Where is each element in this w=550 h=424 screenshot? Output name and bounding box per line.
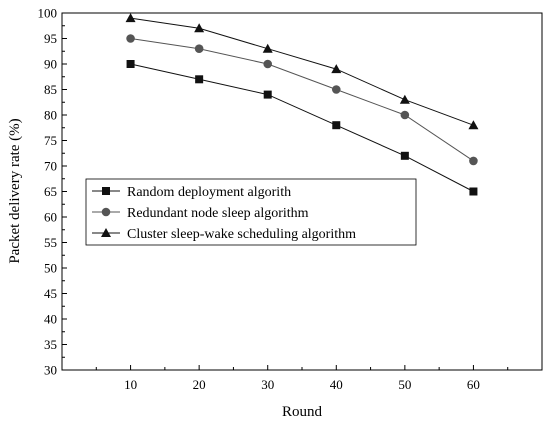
y-tick-label: 100 [38, 6, 58, 21]
series-line [130, 63, 474, 192]
series-line [130, 38, 474, 162]
x-tick-label: 30 [261, 377, 274, 392]
y-tick-label: 85 [44, 82, 57, 97]
legend-item: Cluster sleep-wake scheduling algorithm [92, 227, 356, 242]
y-tick-label: 60 [44, 210, 57, 225]
x-tick-label: 40 [330, 377, 343, 392]
data-point [263, 59, 273, 69]
legend-marker [101, 228, 111, 237]
legend: Random deployment algorith Redundant node… [85, 178, 417, 246]
y-tick-label: 30 [44, 363, 57, 378]
data-point [332, 121, 341, 130]
y-tick-label: 95 [44, 31, 57, 46]
data-point [126, 34, 135, 43]
y-tick-label: 50 [44, 261, 57, 276]
y-tick-label: 45 [44, 286, 57, 301]
x-axis-title: Round [282, 404, 323, 420]
data-point [331, 85, 341, 94]
legend-items: Random deployment algorith Redundant node… [92, 185, 356, 242]
data-point [469, 187, 478, 196]
y-tick-label: 70 [44, 159, 57, 174]
data-point [468, 120, 479, 130]
data-point [262, 43, 273, 53]
y-axis-title: Packet delivery rate (%) [7, 118, 23, 263]
data-point [194, 23, 205, 33]
y-tick-label: 35 [44, 337, 57, 352]
x-tick-label: 60 [467, 377, 480, 392]
x-tick-label: 20 [193, 377, 206, 392]
legend-item: Redundant node sleep algorithm [92, 206, 309, 221]
x-tick-label: 10 [124, 377, 137, 392]
data-point [469, 156, 478, 166]
y-tick-label: 65 [44, 184, 57, 199]
y-tick-label: 80 [44, 108, 57, 123]
data-point [125, 13, 136, 23]
legend-label: Random deployment algorith [127, 185, 291, 200]
data-point [126, 60, 135, 68]
legend-item: Random deployment algorith [92, 185, 291, 200]
data-point [400, 151, 409, 160]
y-tick-label: 75 [44, 133, 57, 148]
y-tick-label: 90 [44, 57, 57, 72]
data-point [331, 64, 342, 74]
axis-tick-labels: 10 20 30 40 50 60 30 35 40 45 50 55 60 65 70 75 80 85 90 95… [38, 6, 480, 393]
y-tick-label: 55 [44, 235, 57, 250]
legend-label: Redundant node sleep algorithm [127, 206, 309, 221]
series-3 [125, 13, 479, 130]
data-point [195, 75, 204, 84]
data-point [400, 110, 410, 120]
series-1 [126, 60, 478, 196]
series-layer [125, 13, 479, 196]
axis-ticks [62, 12, 509, 371]
x-tick-label: 50 [398, 377, 411, 392]
series-2 [126, 34, 478, 166]
data-point [194, 44, 204, 53]
series-line [130, 17, 474, 126]
data-point [399, 94, 410, 104]
y-tick-label: 40 [44, 312, 57, 327]
legend-box [85, 178, 417, 246]
data-point [263, 90, 272, 99]
legend-marker [102, 187, 110, 195]
legend-marker [101, 207, 111, 217]
legend-label: Cluster sleep-wake scheduling algorithm [127, 227, 356, 242]
